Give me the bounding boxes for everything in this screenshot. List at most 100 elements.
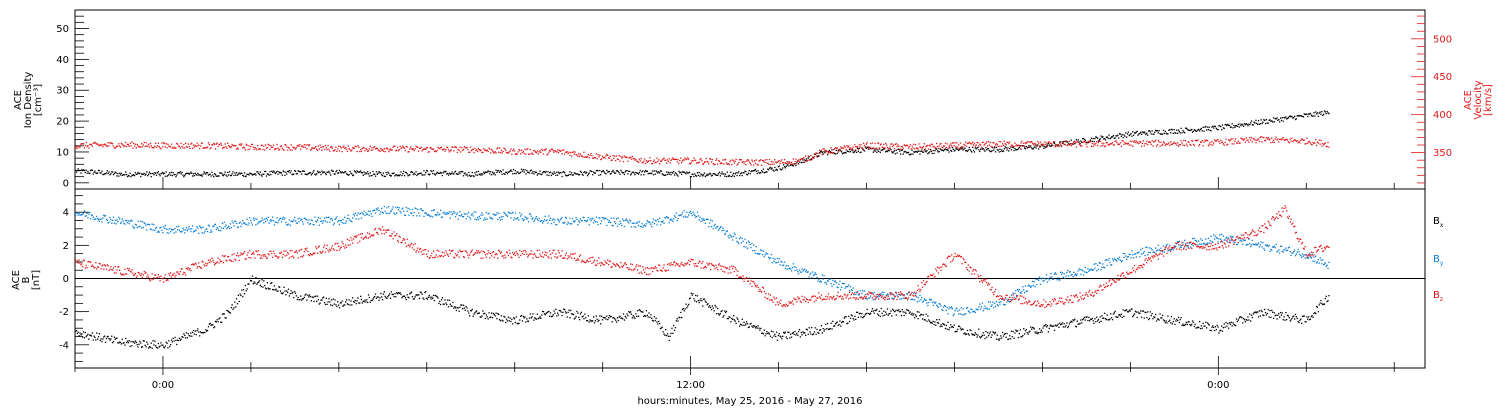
series-ion-density-point: [455, 171, 456, 172]
series-bx-point: [1101, 321, 1102, 322]
series-bx-point: [553, 310, 554, 311]
series-bx-point: [176, 344, 177, 345]
series-by-point: [267, 219, 268, 220]
series-ion-density-point: [139, 173, 140, 174]
series-velocity-point: [427, 147, 428, 148]
series-by-point: [254, 220, 255, 221]
series-bx-point: [1106, 319, 1107, 320]
series-velocity-point: [557, 149, 558, 150]
series-ion-density-point: [747, 174, 748, 175]
series-velocity-point: [652, 163, 653, 164]
series-ion-density-point: [653, 174, 654, 175]
series-velocity-point: [622, 156, 623, 157]
series-ion-density-point: [145, 174, 146, 175]
series-bx-point: [991, 334, 992, 335]
series-ion-density-point: [285, 172, 286, 173]
series-bx-point: [565, 311, 566, 312]
series-bx-point: [900, 311, 901, 312]
series-ion-density-point: [117, 173, 118, 174]
series-ion-density-point: [856, 152, 857, 153]
series-by-point: [399, 207, 400, 208]
series-bx-point: [162, 345, 163, 346]
series-velocity-point: [338, 146, 339, 147]
series-ion-density-point: [1208, 129, 1209, 130]
series-velocity-point: [473, 152, 474, 153]
series-bx-point: [601, 316, 602, 317]
series-bx-point: [519, 319, 520, 320]
series-bx-point: [465, 310, 466, 311]
series-bx-point: [557, 313, 558, 314]
series-by-point: [361, 218, 362, 219]
series-bx-point: [800, 336, 801, 337]
series-velocity-point: [1246, 137, 1247, 138]
series-velocity-point: [985, 143, 986, 144]
series-velocity-point: [699, 162, 700, 163]
series-velocity-point: [142, 146, 143, 147]
series-ion-density-point: [1257, 124, 1258, 125]
series-by-point: [473, 215, 474, 216]
series-velocity-point: [743, 161, 744, 162]
series-velocity-point: [1161, 145, 1162, 146]
series-bx-point: [588, 315, 589, 316]
series-velocity-point: [1094, 144, 1095, 145]
series-ion-density-point: [1255, 120, 1256, 121]
series-bx-point: [1179, 322, 1180, 323]
series-velocity-point: [1076, 146, 1077, 147]
series-ion-density-point: [483, 172, 484, 173]
series-ion-density-point: [176, 174, 177, 175]
series-ion-density-point: [1269, 119, 1270, 120]
series-by-point: [86, 215, 87, 216]
series-bx-point: [246, 290, 247, 291]
series-bx-point: [801, 332, 802, 333]
series-bx-point: [232, 304, 233, 305]
series-ion-density-point: [1026, 146, 1027, 147]
series-velocity-point: [436, 151, 437, 152]
series-bx-point: [1192, 320, 1193, 321]
series-velocity-point: [79, 146, 80, 147]
series-by-point: [538, 220, 539, 221]
series-bx-point: [738, 321, 739, 322]
series-velocity-point: [1184, 145, 1185, 146]
series-velocity-point: [349, 149, 350, 150]
series-bx-point: [1273, 318, 1274, 319]
series-by-point: [416, 215, 417, 216]
series-velocity-point: [936, 143, 937, 144]
series-ion-density-point: [149, 172, 150, 173]
series-bx-point: [765, 333, 766, 334]
series-bx-point: [1041, 330, 1042, 331]
series-velocity-point: [371, 150, 372, 151]
series-bx-point: [1080, 319, 1081, 320]
series-velocity-point: [676, 159, 677, 160]
series-velocity-point: [1044, 141, 1045, 142]
series-by-point: [407, 208, 408, 209]
series-bx-point: [239, 301, 240, 302]
series-bx-point: [736, 317, 737, 318]
series-bx-point: [602, 319, 603, 320]
series-ion-density-point: [300, 171, 301, 172]
series-ion-density-point: [971, 151, 972, 152]
series-velocity-point: [270, 145, 271, 146]
series-bx-point: [480, 317, 481, 318]
series-bx-point: [386, 298, 387, 299]
series-velocity-point: [721, 163, 722, 164]
series-bx-point: [840, 325, 841, 326]
series-by-point: [453, 211, 454, 212]
series-ion-density-point: [694, 173, 695, 174]
series-bx-point: [345, 301, 346, 302]
series-by-point: [409, 209, 410, 210]
series-bx-point: [405, 297, 406, 298]
series-bx-point: [400, 292, 401, 293]
series-ion-density-point: [908, 152, 909, 153]
series-bx-point: [1081, 322, 1082, 323]
series-velocity-point: [361, 151, 362, 152]
series-ion-density-point: [1172, 129, 1173, 130]
series-by-point: [476, 219, 477, 220]
series-velocity-point: [469, 152, 470, 153]
series-velocity-point: [537, 150, 538, 151]
series-velocity-point: [279, 149, 280, 150]
series-bx-point: [1324, 303, 1325, 304]
series-velocity-point: [238, 148, 239, 149]
series-bx-point: [702, 306, 703, 307]
series-velocity-point: [92, 146, 93, 147]
